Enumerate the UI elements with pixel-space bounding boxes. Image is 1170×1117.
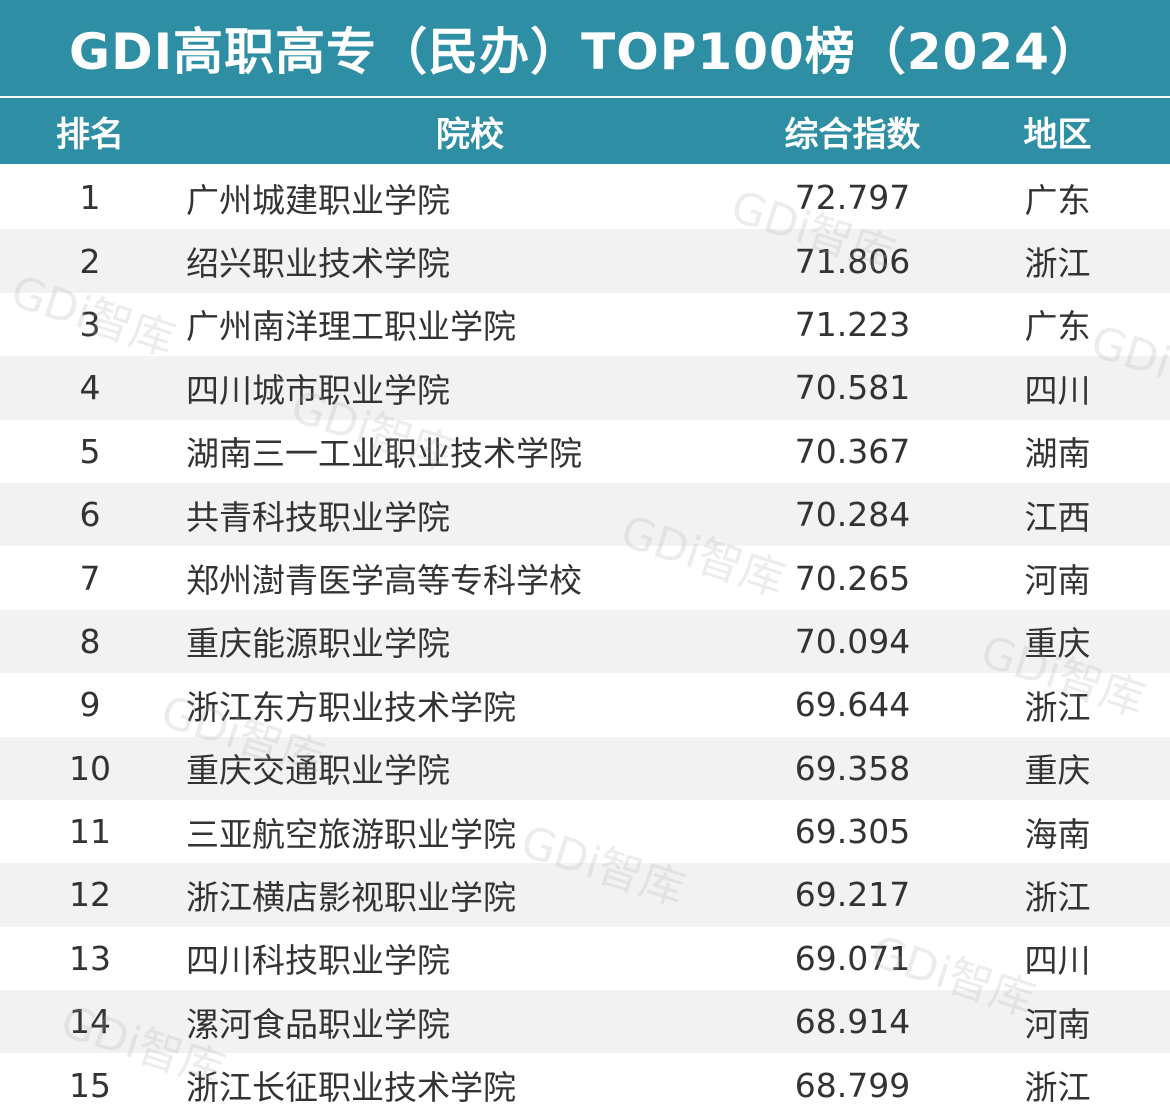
score-cell: 70.367 [794, 431, 911, 471]
rank-cell: 8 [79, 621, 101, 661]
school-cell: 浙江东方职业技术学院 [186, 687, 516, 727]
school-cell: 浙江横店影视职业学院 [186, 877, 516, 917]
rank-cell: 9 [79, 685, 101, 725]
score-cell: 69.644 [794, 685, 911, 725]
table-row: 5 湖南三一工业职业技术学院 70.367 湖南 [0, 419, 1170, 483]
table-row: 14 漯河食品职业学院 68.914 河南 [0, 990, 1170, 1054]
score-cell: 70.581 [794, 368, 911, 408]
score-cell: 68.914 [794, 1002, 911, 1042]
rank-cell: 2 [79, 241, 101, 281]
school-cell: 重庆能源职业学院 [186, 624, 450, 664]
table-row: 15 浙江长征职业技术学院 68.799 浙江 [0, 1053, 1170, 1117]
table-row: 12 浙江横店影视职业学院 69.217 浙江 [0, 863, 1170, 927]
region-cell: 浙江 [1024, 244, 1091, 284]
school-cell: 四川科技职业学院 [186, 941, 450, 981]
score-cell: 69.217 [794, 875, 911, 915]
rank-cell: 15 [69, 1065, 111, 1105]
score-cell: 69.358 [794, 748, 911, 788]
score-cell: 72.797 [794, 178, 911, 218]
region-cell: 河南 [1024, 561, 1091, 601]
rank-cell: 1 [79, 178, 101, 218]
region-cell: 重庆 [1024, 751, 1091, 791]
table-row: 1 广州城建职业学院 72.797 广东 [0, 166, 1170, 230]
region-cell: 广东 [1024, 307, 1091, 347]
region-cell: 四川 [1024, 370, 1091, 410]
score-cell: 70.284 [794, 495, 911, 535]
region-cell: 江西 [1024, 497, 1091, 537]
header-region: 地区 [1023, 114, 1092, 155]
score-cell: 70.265 [794, 558, 911, 598]
table-title: GDI高职高专（民办）TOP100榜（2024） [0, 0, 1170, 96]
school-cell: 广州南洋理工职业学院 [186, 307, 516, 347]
region-cell: 海南 [1024, 814, 1091, 854]
score-cell: 69.071 [794, 938, 911, 978]
table-row: 8 重庆能源职业学院 70.094 重庆 [0, 609, 1170, 674]
school-cell: 三亚航空旅游职业学院 [186, 814, 516, 854]
region-cell: 湖南 [1024, 434, 1091, 474]
rank-cell: 6 [79, 495, 101, 535]
school-cell: 漯河食品职业学院 [186, 1004, 450, 1044]
score-cell: 71.806 [794, 241, 911, 281]
table-row: 13 四川科技职业学院 69.071 四川 [0, 926, 1170, 991]
table-body: 1 广州城建职业学院 72.797 广东 2 绍兴职业技术学院 71.806 浙江 3 广州南洋理… [0, 166, 1170, 1117]
table-row: 9 浙江东方职业技术学院 69.644 浙江 [0, 673, 1170, 737]
region-cell: 浙江 [1024, 687, 1091, 727]
school-cell: 广州城建职业学院 [186, 180, 450, 220]
table-header-row: 排名 院校 综合指数 地区 [0, 98, 1170, 164]
table-row: 7 郑州澍青医学高等专科学校 70.265 河南 [0, 546, 1170, 610]
rank-cell: 12 [69, 875, 111, 915]
table-row: 10 重庆交通职业学院 69.358 重庆 [0, 736, 1170, 800]
school-cell: 共青科技职业学院 [186, 497, 450, 537]
rank-cell: 14 [69, 1002, 111, 1042]
rank-cell: 3 [79, 304, 101, 344]
rank-cell: 10 [69, 748, 111, 788]
region-cell: 四川 [1024, 941, 1091, 981]
region-cell: 广东 [1024, 180, 1091, 220]
rank-cell: 4 [79, 368, 101, 408]
score-cell: 71.223 [794, 304, 911, 344]
school-cell: 郑州澍青医学高等专科学校 [186, 561, 582, 601]
school-cell: 浙江长征职业技术学院 [186, 1068, 516, 1108]
table-row: 11 三亚航空旅游职业学院 69.305 海南 [0, 799, 1170, 864]
region-cell: 河南 [1024, 1004, 1091, 1044]
table-row: 6 共青科技职业学院 70.284 江西 [0, 482, 1170, 547]
school-cell: 重庆交通职业学院 [186, 751, 450, 791]
score-cell: 70.094 [794, 621, 911, 661]
rank-cell: 11 [69, 812, 111, 852]
school-cell: 四川城市职业学院 [186, 370, 450, 410]
school-cell: 湖南三一工业职业技术学院 [186, 434, 582, 474]
header-rank: 排名 [56, 114, 124, 155]
region-cell: 浙江 [1024, 1068, 1091, 1108]
rank-cell: 5 [79, 431, 101, 471]
school-cell: 绍兴职业技术学院 [186, 244, 450, 284]
score-cell: 69.305 [794, 812, 911, 852]
header-school: 院校 [436, 114, 504, 155]
rank-cell: 13 [69, 938, 111, 978]
region-cell: 浙江 [1024, 877, 1091, 917]
table-row: 4 四川城市职业学院 70.581 四川 [0, 356, 1170, 420]
table-row: 2 绍兴职业技术学院 71.806 浙江 [0, 229, 1170, 293]
score-cell: 68.799 [794, 1065, 911, 1105]
rank-cell: 7 [79, 558, 101, 598]
region-cell: 重庆 [1024, 624, 1091, 664]
header-score: 综合指数 [784, 114, 921, 155]
table-row: 3 广州南洋理工职业学院 71.223 广东 [0, 292, 1170, 357]
